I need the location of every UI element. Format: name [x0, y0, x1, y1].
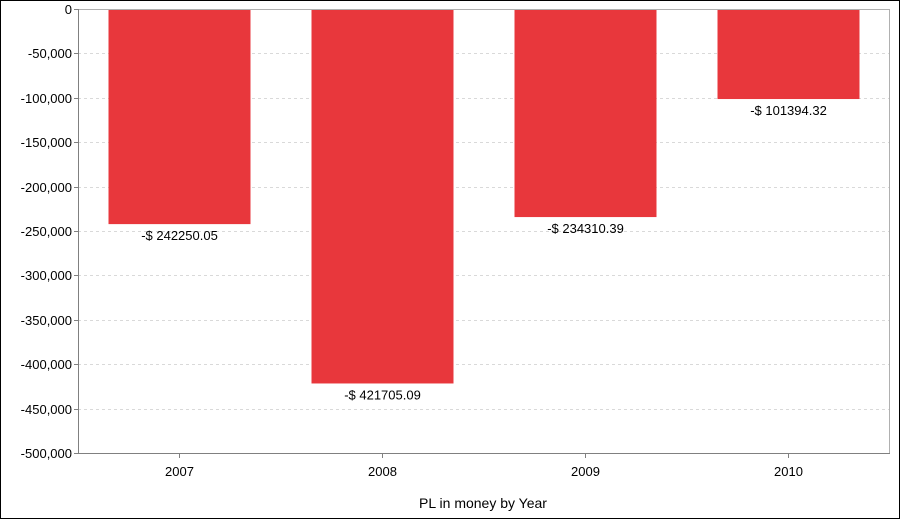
bars [108, 9, 860, 384]
x-tick-label-2009: 2009 [571, 464, 600, 479]
y-tick-label: -200,000 [21, 180, 72, 195]
data-label-2010: -$ 101394.32 [750, 103, 827, 118]
x-tick-label-2010: 2010 [774, 464, 803, 479]
y-tick-label: -450,000 [21, 402, 72, 417]
y-tick-label: -150,000 [21, 135, 72, 150]
bar-2008 [311, 9, 454, 384]
bar-2007 [108, 9, 251, 225]
bar-2010 [717, 9, 860, 100]
data-label-2009: -$ 234310.39 [547, 221, 624, 236]
y-tick-label: -400,000 [21, 357, 72, 372]
y-tick-label: 0 [65, 2, 72, 17]
y-axis-ticks: 0 -50,000 -100,000 -150,000 -200,000 -250,000… [21, 2, 78, 461]
x-axis-ticks: 2007 2008 2009 2010 [165, 453, 803, 479]
bar-2009 [514, 9, 657, 218]
y-tick-label: -50,000 [28, 46, 72, 61]
x-axis-title: PL in money by Year [419, 495, 547, 511]
data-labels: -$ 242250.05 -$ 421705.09 -$ 234310.39 -$ 1… [141, 103, 827, 402]
y-tick-label: -250,000 [21, 224, 72, 239]
y-tick-label: -300,000 [21, 268, 72, 283]
axes [78, 9, 890, 454]
x-tick-label-2007: 2007 [165, 464, 194, 479]
data-label-2008: -$ 421705.09 [344, 387, 421, 402]
y-tick-label: -100,000 [21, 91, 72, 106]
y-tick-label: -350,000 [21, 313, 72, 328]
y-tick-label: -500,000 [21, 446, 72, 461]
data-label-2007: -$ 242250.05 [141, 228, 218, 243]
x-tick-label-2008: 2008 [368, 464, 397, 479]
